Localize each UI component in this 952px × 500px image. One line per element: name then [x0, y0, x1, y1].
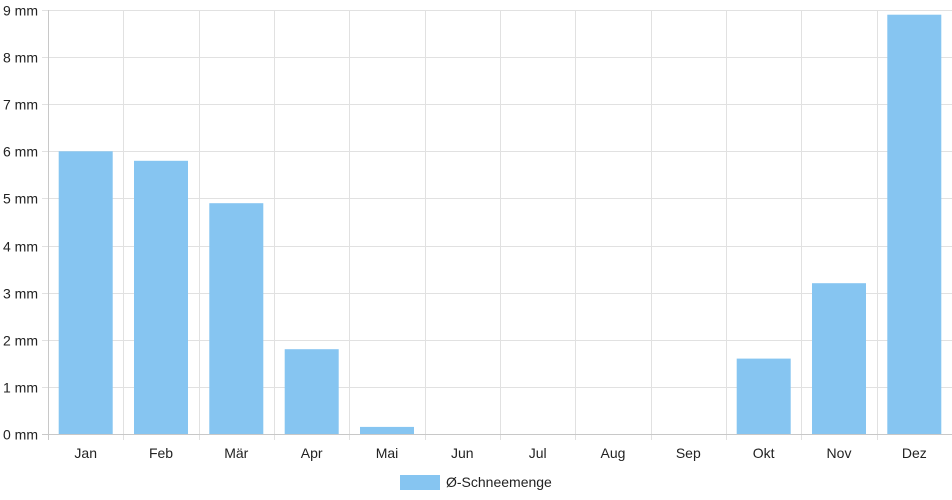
legend-swatch[interactable]	[400, 475, 440, 490]
x-tick-label: Dez	[902, 445, 927, 461]
x-tick-label: Nov	[827, 445, 852, 461]
y-tick-labels: 0 mm 1 mm 2 mm 3 mm 4 mm 5 mm 6 mm 7 mm 8 mm 9 mm	[3, 3, 38, 443]
x-tick-labels: Jan Feb Mär Apr Mai Jun Jul Aug Sep Okt Nov Dez	[74, 445, 926, 461]
axes	[42, 10, 952, 440]
bar-okt[interactable]	[736, 358, 791, 434]
x-tick-label: Apr	[301, 445, 323, 461]
y-tick-label: 7 mm	[3, 97, 38, 113]
x-tick-label: Okt	[753, 445, 775, 461]
legend-label[interactable]: Ø-Schneemenge	[446, 474, 552, 490]
y-tick-label: 5 mm	[3, 191, 38, 207]
bars	[58, 14, 942, 435]
y-tick-label: 0 mm	[3, 427, 38, 443]
y-tick-label: 1 mm	[3, 380, 38, 396]
y-tick-label: 6 mm	[3, 144, 38, 160]
x-tick-label: Mär	[224, 445, 248, 461]
bar-apr[interactable]	[284, 349, 339, 434]
x-tick-label: Sep	[676, 445, 701, 461]
y-tick-label: 2 mm	[3, 333, 38, 349]
y-tick-label: 9 mm	[3, 3, 38, 19]
bar-mai[interactable]	[360, 426, 414, 434]
bar-feb[interactable]	[134, 160, 188, 435]
x-tick-label: Jun	[451, 445, 474, 461]
x-tick-label: Mai	[376, 445, 399, 461]
y-tick-label: 4 mm	[3, 239, 38, 255]
y-tick-label: 8 mm	[3, 50, 38, 66]
bar-jan[interactable]	[58, 151, 113, 435]
x-tick-label: Jul	[529, 445, 547, 461]
x-tick-label: Aug	[601, 445, 626, 461]
bar-dez[interactable]	[887, 14, 942, 434]
legend[interactable]: Ø-Schneemenge	[400, 474, 552, 490]
x-tick-label: Feb	[149, 445, 173, 461]
x-tick-label: Jan	[74, 445, 97, 461]
bar-nov[interactable]	[812, 283, 866, 434]
bar-mär[interactable]	[209, 203, 264, 434]
y-tick-label: 3 mm	[3, 286, 38, 302]
grid-lines	[42, 10, 952, 440]
